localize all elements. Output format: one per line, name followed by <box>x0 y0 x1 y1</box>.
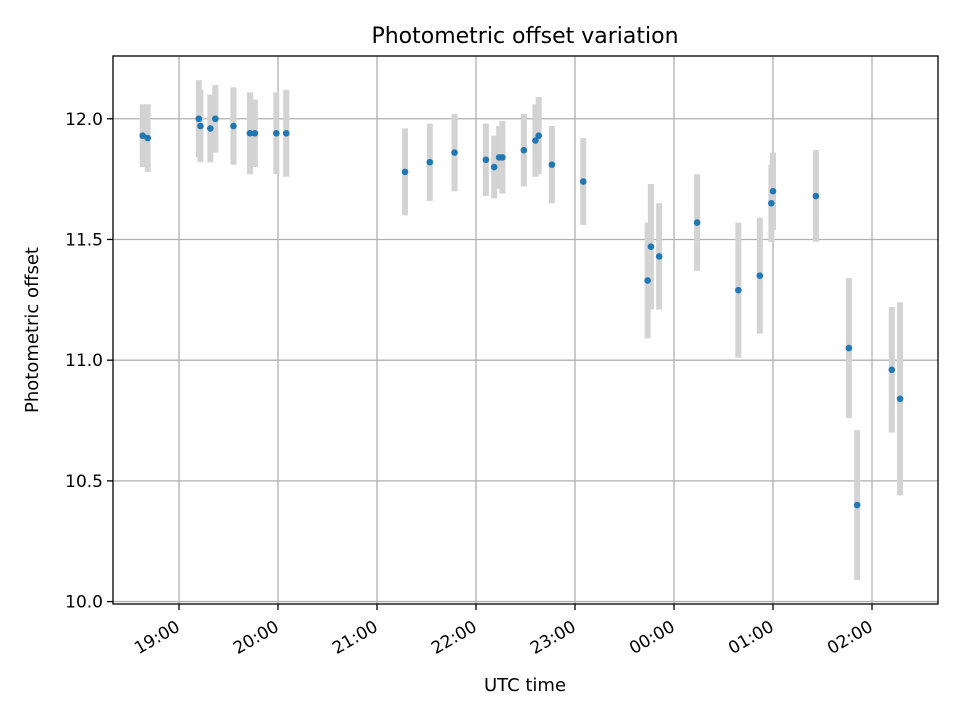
data-point <box>535 132 542 139</box>
data-point <box>246 129 254 137</box>
data-point <box>812 192 820 200</box>
data-point <box>693 219 701 226</box>
y-axis-label: Photometric offset <box>22 247 43 413</box>
data-point <box>499 154 506 161</box>
data-point <box>896 395 904 403</box>
gridlines <box>113 56 938 604</box>
data-point <box>655 253 663 260</box>
data-point <box>401 168 409 176</box>
data-point <box>520 146 528 154</box>
data-point <box>426 158 434 166</box>
data-point <box>769 187 777 195</box>
data-point <box>647 243 655 251</box>
data-point <box>490 163 498 171</box>
y-tick-label: 12.0 <box>65 110 103 130</box>
data-point <box>230 122 237 130</box>
data-point <box>482 156 490 164</box>
data-point <box>548 161 556 168</box>
data-point <box>768 199 775 207</box>
data-point <box>579 178 587 185</box>
y-tick-label: 11.0 <box>65 351 103 371</box>
data-point <box>139 132 146 139</box>
data-point <box>756 272 764 279</box>
data-points <box>139 115 904 509</box>
data-point <box>197 122 204 130</box>
data-point <box>144 134 151 142</box>
y-tick-label: 10.0 <box>65 593 103 613</box>
y-tick-label: 10.5 <box>65 472 103 492</box>
data-point <box>735 286 742 294</box>
data-point <box>853 501 861 509</box>
data-point <box>212 115 219 123</box>
data-point <box>195 115 203 123</box>
y-axis-ticks: 10.0 10.5 11.0 11.5 12.0 <box>65 110 113 613</box>
chart-title: Photometric offset variation <box>371 24 678 49</box>
plot-frame <box>112 55 939 605</box>
data-point <box>207 125 214 132</box>
data-point <box>644 277 651 284</box>
data-point <box>845 344 853 352</box>
data-point <box>273 129 280 137</box>
data-point <box>532 137 539 144</box>
data-point <box>888 366 896 374</box>
data-point <box>251 129 259 137</box>
data-point <box>282 129 290 137</box>
y-tick-label: 11.5 <box>65 230 103 250</box>
data-point <box>451 149 458 156</box>
x-axis-label: UTC time <box>484 675 566 696</box>
